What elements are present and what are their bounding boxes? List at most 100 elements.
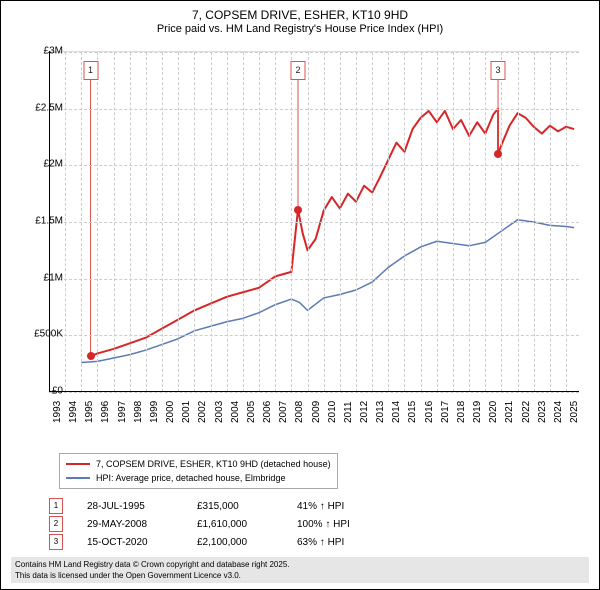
x-tick-label: 2002 bbox=[197, 401, 208, 423]
x-tick-label: 2024 bbox=[553, 401, 564, 423]
gridline-h bbox=[49, 335, 579, 336]
sale-price: £2,100,000 bbox=[197, 537, 297, 548]
y-tick-label: £1.5M bbox=[23, 216, 63, 227]
x-tick-label: 2008 bbox=[294, 401, 305, 423]
x-axis bbox=[49, 391, 579, 392]
x-tick-label: 2025 bbox=[569, 401, 580, 423]
gridline-v bbox=[211, 52, 212, 392]
gridline-v bbox=[404, 52, 405, 392]
gridline-v bbox=[243, 52, 244, 392]
x-tick-label: 2012 bbox=[359, 401, 370, 423]
gridline-h bbox=[49, 392, 579, 393]
gridline-v bbox=[162, 52, 163, 392]
x-tick-label: 2015 bbox=[407, 401, 418, 423]
sale-price: £1,610,000 bbox=[197, 519, 297, 530]
x-tick-label: 2022 bbox=[521, 401, 532, 423]
gridline-h bbox=[49, 165, 579, 166]
gridline-v bbox=[453, 52, 454, 392]
gridline-v bbox=[65, 52, 66, 392]
sales-table-row: 2 29-MAY-2008£1,610,000100% ↑ HPI bbox=[49, 515, 397, 533]
gridline-v bbox=[566, 52, 567, 392]
sale-marker-dot bbox=[294, 206, 302, 214]
sales-table-row: 128-JUL-1995£315,00041% ↑ HPI bbox=[49, 497, 397, 515]
x-tick-label: 2016 bbox=[424, 401, 435, 423]
sale-marker-dot bbox=[87, 352, 95, 360]
gridline-v bbox=[178, 52, 179, 392]
chart-container: 7, COPSEM DRIVE, ESHER, KT10 9HD Price p… bbox=[0, 0, 600, 590]
gridline-v bbox=[97, 52, 98, 392]
gridline-v bbox=[227, 52, 228, 392]
y-tick-label: £3M bbox=[23, 46, 63, 57]
sale-date: 15-OCT-2020 bbox=[87, 537, 197, 548]
x-tick-label: 2017 bbox=[440, 401, 451, 423]
sales-table-row: 3 15-OCT-2020£2,100,00063% ↑ HPI bbox=[49, 533, 397, 551]
x-tick-label: 1997 bbox=[117, 401, 128, 423]
gridline-h bbox=[49, 52, 579, 53]
gridline-v bbox=[372, 52, 373, 392]
x-tick-label: 2011 bbox=[343, 401, 354, 423]
gridline-v bbox=[340, 52, 341, 392]
sale-delta: 63% ↑ HPI bbox=[297, 537, 397, 548]
x-tick-label: 1995 bbox=[84, 401, 95, 423]
x-tick-label: 2013 bbox=[375, 401, 386, 423]
legend-row: 7, COPSEM DRIVE, ESHER, KT10 9HD (detach… bbox=[66, 457, 331, 471]
x-tick-label: 2006 bbox=[262, 401, 273, 423]
gridline-v bbox=[146, 52, 147, 392]
x-tick-label: 2007 bbox=[278, 401, 289, 423]
gridline-v bbox=[485, 52, 486, 392]
gridline-h bbox=[49, 279, 579, 280]
gridline-v bbox=[81, 52, 82, 392]
x-tick-label: 2001 bbox=[181, 401, 192, 423]
legend-swatch bbox=[66, 477, 90, 479]
y-tick-label: £2M bbox=[23, 159, 63, 170]
legend-row: HPI: Average price, detached house, Elmb… bbox=[66, 471, 331, 485]
sales-table: 128-JUL-1995£315,00041% ↑ HPI2 29-MAY-200… bbox=[49, 497, 397, 551]
gridline-v bbox=[324, 52, 325, 392]
series-line-hpi bbox=[81, 220, 574, 363]
gridline-v bbox=[469, 52, 470, 392]
x-tick-label: 2020 bbox=[488, 401, 499, 423]
sale-marker-box: 3 bbox=[491, 61, 506, 80]
sale-idx: 2 bbox=[49, 516, 63, 532]
gridline-v bbox=[421, 52, 422, 392]
x-tick-label: 1993 bbox=[52, 401, 63, 423]
gridline-v bbox=[550, 52, 551, 392]
footer-line-1: Contains HM Land Registry data © Crown c… bbox=[15, 559, 585, 570]
gridline-v bbox=[518, 52, 519, 392]
x-tick-label: 2023 bbox=[537, 401, 548, 423]
gridline-v bbox=[308, 52, 309, 392]
x-tick-label: 2000 bbox=[165, 401, 176, 423]
gridline-h bbox=[49, 109, 579, 110]
x-tick-label: 2005 bbox=[246, 401, 257, 423]
sale-marker-dot bbox=[494, 150, 502, 158]
y-tick-label: £1M bbox=[23, 272, 63, 283]
sale-marker-box: 1 bbox=[83, 61, 98, 80]
gridline-h bbox=[49, 222, 579, 223]
gridline-v bbox=[356, 52, 357, 392]
gridline-v bbox=[501, 52, 502, 392]
y-tick-label: £0 bbox=[23, 386, 63, 397]
legend-label: 7, COPSEM DRIVE, ESHER, KT10 9HD (detach… bbox=[96, 457, 331, 471]
sale-marker-box: 2 bbox=[291, 61, 306, 80]
y-tick-label: £2.5M bbox=[23, 102, 63, 113]
x-tick-label: 2003 bbox=[214, 401, 225, 423]
sale-idx: 3 bbox=[49, 534, 63, 550]
x-tick-label: 2018 bbox=[456, 401, 467, 423]
legend-swatch bbox=[66, 463, 90, 465]
sale-price: £315,000 bbox=[197, 501, 297, 512]
sale-delta: 41% ↑ HPI bbox=[297, 501, 397, 512]
x-tick-label: 2014 bbox=[391, 401, 402, 423]
gridline-v bbox=[291, 52, 292, 392]
x-tick-label: 2004 bbox=[230, 401, 241, 423]
sale-delta: 100% ↑ HPI bbox=[297, 519, 397, 530]
chart-title: 7, COPSEM DRIVE, ESHER, KT10 9HD bbox=[1, 1, 599, 23]
gridline-v bbox=[275, 52, 276, 392]
sale-date: 28-JUL-1995 bbox=[87, 501, 197, 512]
gridline-v bbox=[130, 52, 131, 392]
gridline-v bbox=[437, 52, 438, 392]
footer-line-2: This data is licensed under the Open Gov… bbox=[15, 570, 585, 581]
sale-date: 29-MAY-2008 bbox=[87, 519, 197, 530]
x-tick-label: 1999 bbox=[149, 401, 160, 423]
gridline-v bbox=[114, 52, 115, 392]
x-tick-label: 1994 bbox=[68, 401, 79, 423]
